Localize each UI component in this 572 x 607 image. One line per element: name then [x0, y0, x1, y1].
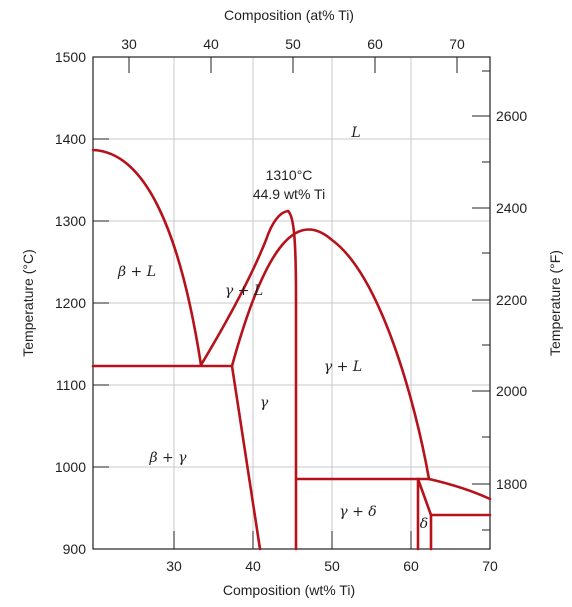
bottom-tick-label: 30 — [166, 558, 182, 574]
top-tick-label: 40 — [203, 36, 219, 52]
liquidus-right-tail — [427, 477, 492, 501]
top-tick-labels: 30 40 50 60 70 — [121, 36, 465, 52]
beta-gamma-solvus — [230, 364, 262, 551]
congruent-point-composition: 44.9 wt% Ti — [253, 186, 325, 202]
congruent-point-temperature: 1310°C — [266, 167, 313, 183]
phase-boundaries — [91, 148, 492, 551]
top-tick-label: 70 — [449, 36, 465, 52]
left-tick-label: 1400 — [55, 131, 86, 147]
gamma-solidus-left — [199, 209, 290, 367]
right-axis-title: Temperature (°F) — [547, 250, 563, 356]
left-tick-label: 1300 — [55, 213, 86, 229]
left-axis-ticks — [93, 138, 109, 468]
phase-label-gamma-liquid-right: γ + L — [324, 359, 362, 375]
left-tick-labels: 900 1000 1100 1200 1300 1400 1500 — [55, 49, 86, 557]
bottom-tick-label: 50 — [324, 558, 340, 574]
bottom-tick-labels: 30 40 50 60 70 — [166, 558, 498, 574]
left-tick-label: 1500 — [55, 49, 86, 65]
bottom-axis-ticks — [173, 531, 412, 549]
phase-label-beta-gamma: β + γ — [148, 450, 187, 466]
right-tick-label: 2600 — [496, 108, 527, 124]
right-tick-label: 1800 — [496, 476, 527, 492]
delta-right-boundary — [416, 477, 433, 551]
phase-label-gamma-delta: γ + δ — [339, 504, 376, 520]
top-tick-label: 50 — [285, 36, 301, 52]
phase-label-liquid: L — [350, 125, 360, 141]
right-tick-label: 2400 — [496, 200, 527, 216]
top-axis-ticks — [128, 57, 458, 73]
right-tick-labels: 1800 2000 2200 2400 2600 — [496, 108, 527, 492]
left-axis-title: Temperature (°C) — [20, 249, 36, 357]
left-tick-label: 1000 — [55, 459, 86, 475]
bottom-tick-label: 70 — [482, 558, 498, 574]
top-tick-label: 60 — [367, 36, 383, 52]
phase-label-gamma: γ — [260, 395, 269, 411]
right-tick-label: 2000 — [496, 383, 527, 399]
phase-label-delta: δ — [420, 516, 428, 532]
left-tick-label: 1100 — [56, 377, 86, 393]
gridlines — [93, 57, 490, 549]
beta-liquidus — [91, 148, 203, 367]
phase-label-beta-liquid: β + L — [117, 264, 156, 280]
gamma-solidus-right — [286, 209, 298, 551]
bottom-tick-label: 60 — [403, 558, 419, 574]
left-tick-label: 1200 — [55, 295, 86, 311]
top-tick-label: 30 — [121, 36, 137, 52]
top-axis-title: Composition (at% Ti) — [224, 7, 354, 23]
bottom-tick-label: 40 — [245, 558, 261, 574]
bottom-axis-title: Composition (wt% Ti) — [223, 582, 355, 598]
gamma-liquidus — [230, 228, 431, 481]
right-tick-label: 2200 — [496, 292, 527, 308]
phase-label-gamma-liquid-left: γ + L — [225, 283, 263, 299]
left-tick-label: 900 — [63, 541, 87, 557]
right-axis-ticks — [472, 70, 490, 531]
